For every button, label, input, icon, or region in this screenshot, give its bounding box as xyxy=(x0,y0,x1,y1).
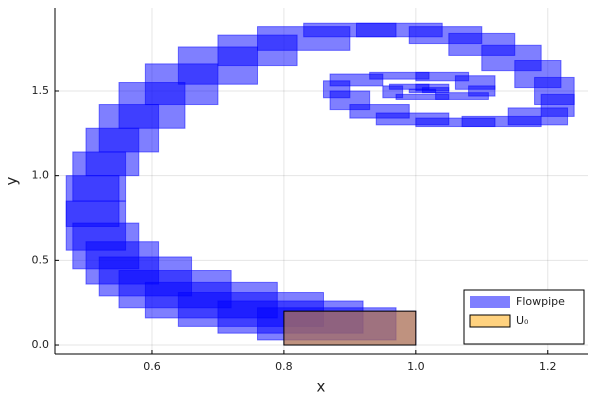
legend-swatch xyxy=(470,296,510,308)
legend-label: Flowpipe xyxy=(516,295,565,308)
y-tick-label: 0.5 xyxy=(32,253,50,266)
legend-swatch xyxy=(469,314,511,328)
x-tick-label: 0.8 xyxy=(275,360,293,373)
y-tick-label: 1.0 xyxy=(32,169,50,182)
x-tick-label: 1.0 xyxy=(407,360,425,373)
reach-set-box xyxy=(408,88,437,94)
x-tick-label: 1.2 xyxy=(539,360,557,373)
x-tick-label: 0.6 xyxy=(143,360,161,373)
reach-set-box xyxy=(283,310,417,346)
reach-set-box xyxy=(395,93,450,100)
reach-set-box xyxy=(375,112,450,126)
y-axis-label: y xyxy=(3,176,21,185)
legend-label: U₀ xyxy=(516,314,529,327)
reach-set-box xyxy=(329,73,384,87)
y-tick-label: 1.5 xyxy=(32,84,50,97)
x-axis-label: x xyxy=(317,378,326,396)
y-tick-label: 0.0 xyxy=(32,338,50,351)
